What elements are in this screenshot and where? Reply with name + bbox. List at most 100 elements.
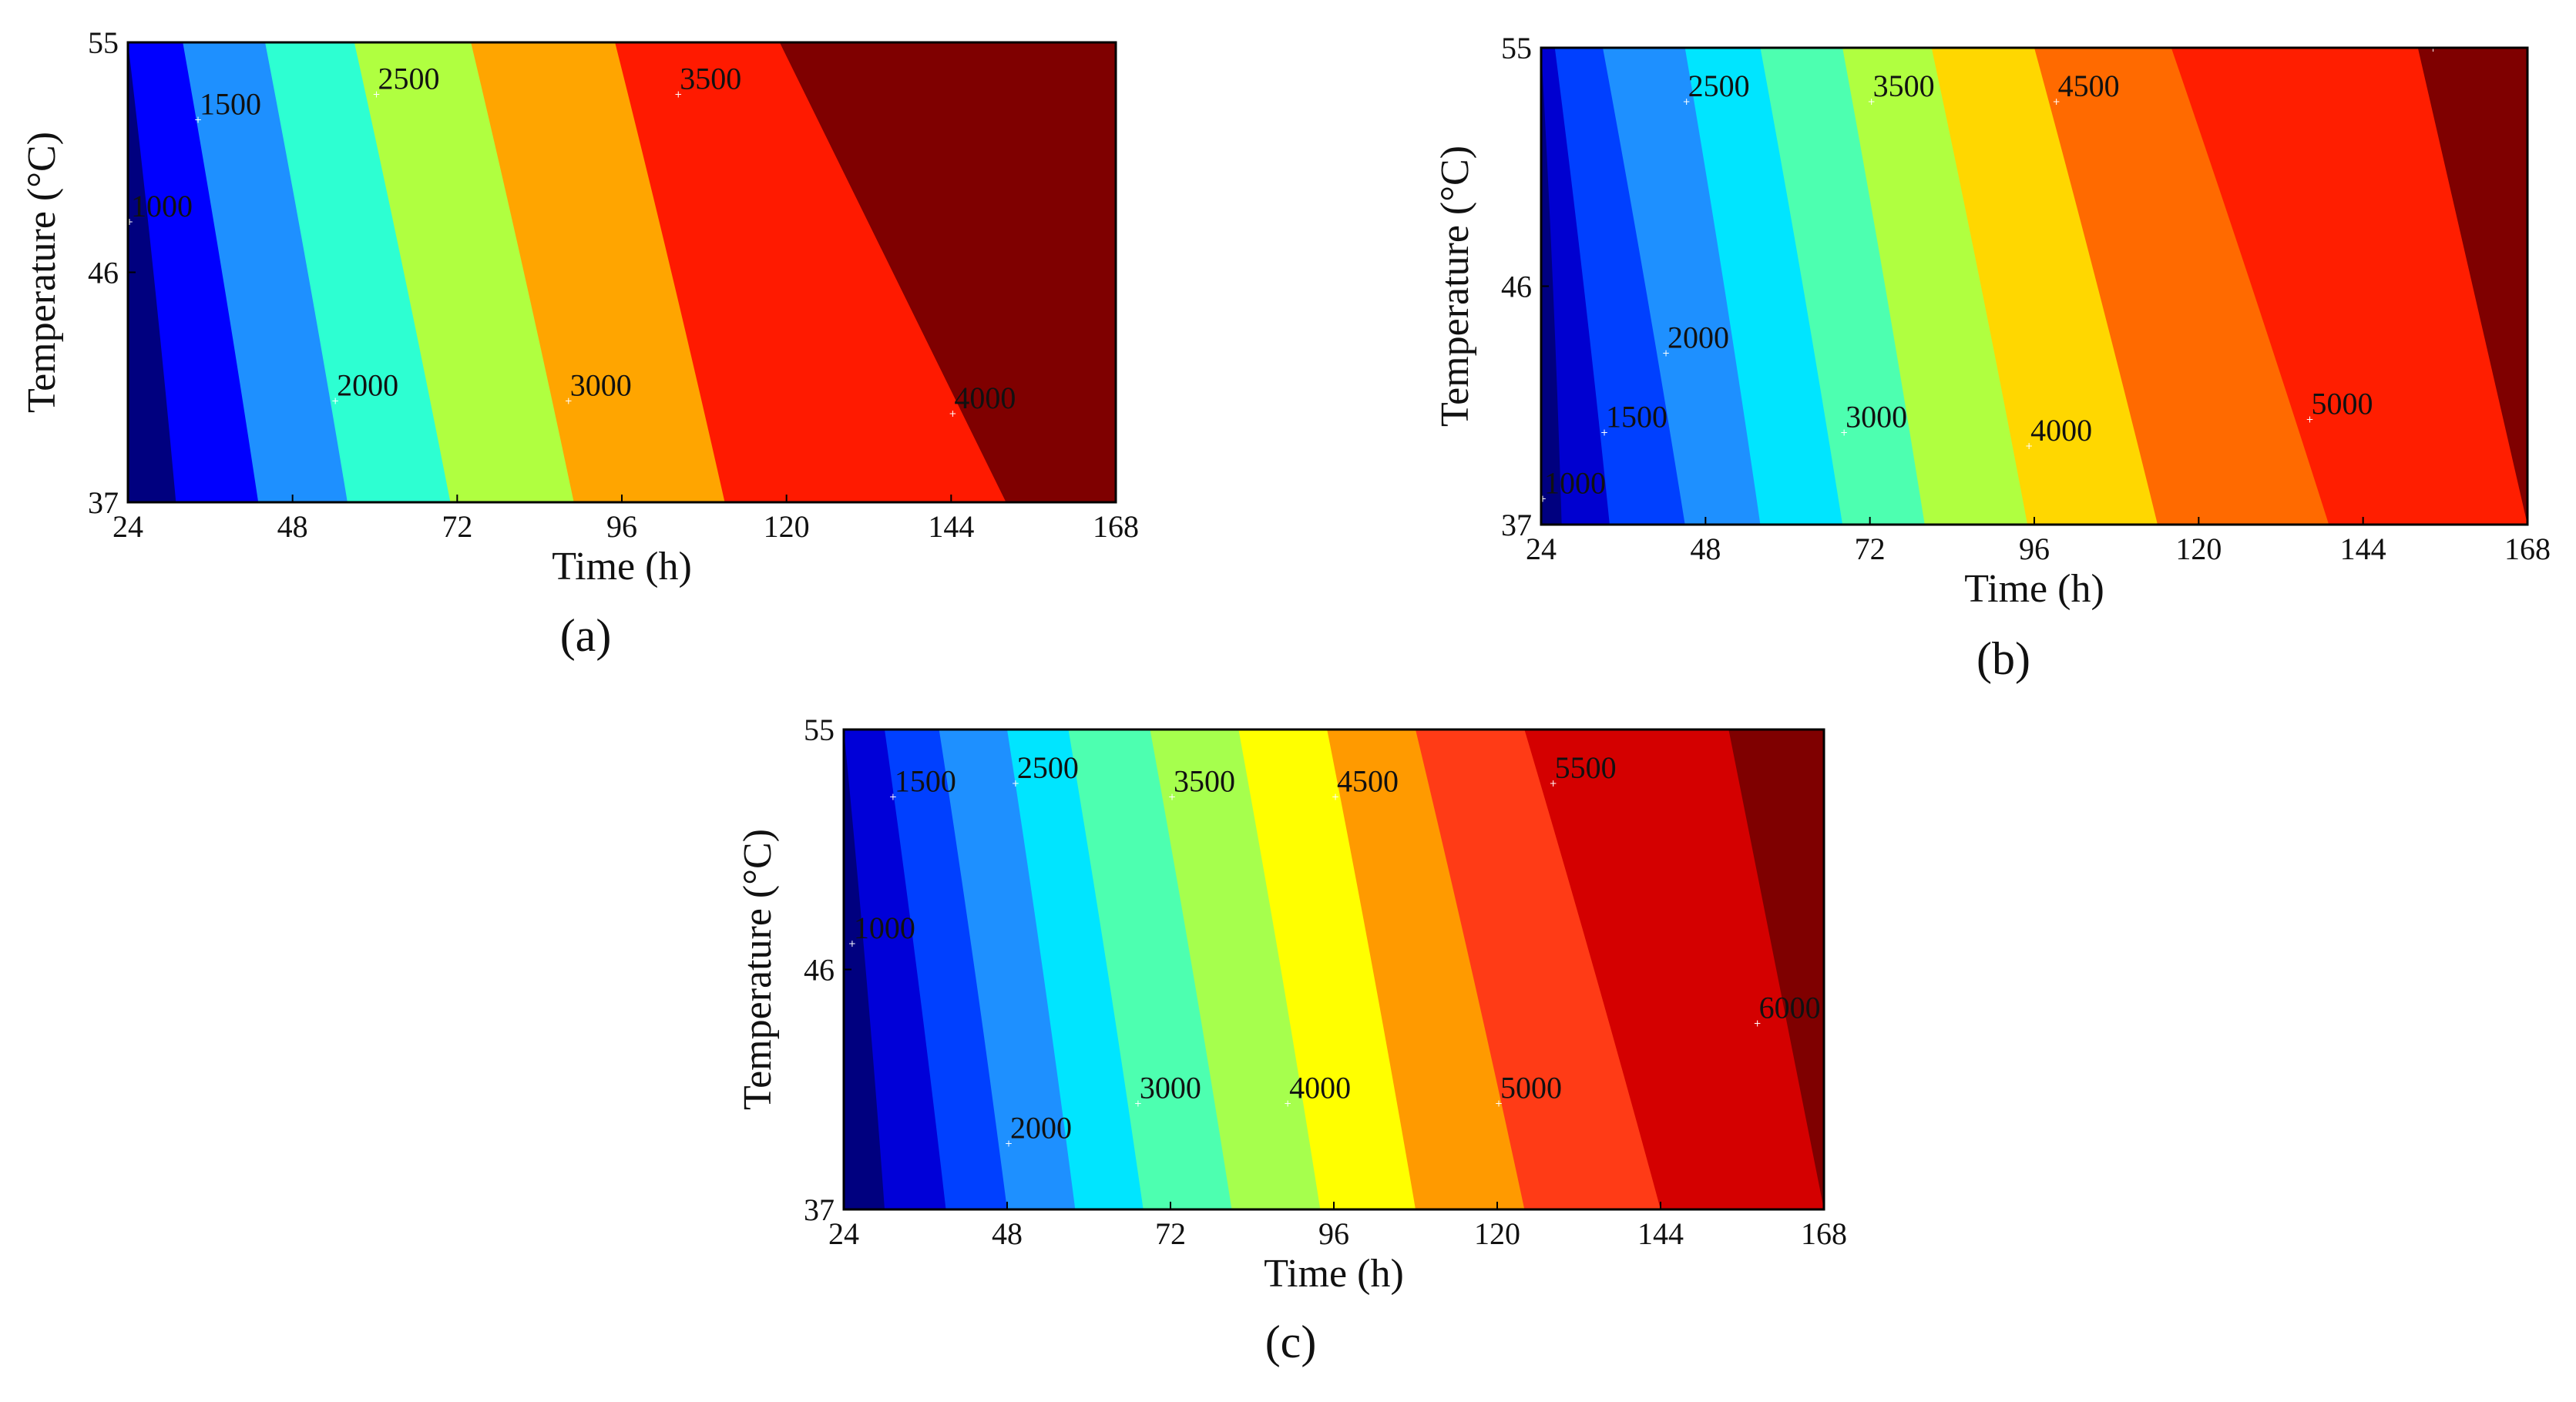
- contour-label-2500: 2500: [1688, 69, 1750, 103]
- contour-label-marker: +: [126, 216, 133, 227]
- contour-label-marker: +: [2306, 414, 2314, 424]
- contour-label-marker: +: [949, 408, 956, 419]
- x-tick-label: 168: [1801, 1216, 1847, 1251]
- x-tick-label: 72: [1855, 532, 1886, 566]
- x-tick-label: 96: [2019, 532, 2050, 566]
- contour-label-marker: +: [1539, 494, 1547, 505]
- y-tick-label: 55: [88, 25, 119, 60]
- x-tick-label: 120: [764, 509, 810, 544]
- contour-label-4000: 4000: [1289, 1071, 1351, 1105]
- contour-label-6000: 6000: [1759, 991, 1821, 1025]
- contour-label-marker: +: [373, 89, 381, 99]
- contour-label-marker: +: [1012, 778, 1019, 789]
- plot-area: +1000+1500+2000+2500+3000+3500+4000+4500…: [844, 730, 1824, 1209]
- contour-label-3500: 3500: [680, 61, 741, 96]
- contour-label-marker: +: [1840, 428, 1848, 438]
- contour-band-1000: [1541, 48, 1562, 525]
- contour-label-3000: 3000: [570, 367, 632, 402]
- contour-label-3000: 3000: [1846, 400, 1907, 434]
- contour-label-2500: 2500: [1017, 750, 1079, 785]
- panel-caption: (c): [1265, 1316, 1317, 1367]
- x-axis-label: Time (h): [1264, 1252, 1404, 1296]
- contour-label-marker: +: [1754, 1018, 1762, 1029]
- contour-label-1500: 1500: [895, 764, 956, 799]
- contour-label-1000: 1000: [131, 189, 193, 223]
- contour-label-3000: 3000: [1140, 1071, 1201, 1105]
- x-tick-label: 168: [1093, 509, 1139, 544]
- x-tick-label: 120: [2175, 532, 2222, 566]
- x-tick-label: 24: [113, 509, 143, 544]
- y-tick-label: 37: [88, 485, 119, 520]
- contour-band-1000: [844, 730, 885, 1209]
- contour-label-4500: 4500: [2058, 69, 2120, 103]
- contour-label-marker: +: [1550, 778, 1557, 789]
- y-tick-label: 37: [804, 1192, 835, 1227]
- y-tick-label: 46: [804, 953, 835, 988]
- y-axis-label: Temperature (°C): [736, 829, 780, 1110]
- x-tick-label: 72: [1155, 1216, 1186, 1251]
- contour-label-2500: 2500: [378, 61, 440, 96]
- plot-area: +1000+1500+2000+2500+3000+3500+4000: [126, 42, 1116, 502]
- contour-label-marker: +: [1332, 792, 1339, 803]
- contour-label-marker: +: [674, 89, 682, 99]
- contour-label-1000: 1000: [1544, 466, 1606, 501]
- contour-label-marker: +: [2430, 43, 2437, 54]
- contour-band-1500: [1541, 48, 1610, 525]
- x-axis-label: Time (h): [1964, 567, 2104, 611]
- x-tick-label: 48: [1690, 532, 1721, 566]
- contour-band-1000: [128, 42, 176, 502]
- contour-label-2000: 2000: [1668, 320, 1729, 354]
- panel-caption: (a): [560, 610, 612, 661]
- contour-label-marker: +: [1495, 1098, 1503, 1109]
- contour-label-1000: 1000: [854, 911, 915, 945]
- x-tick-label: 168: [2504, 532, 2551, 566]
- y-tick-label: 46: [1501, 270, 1532, 304]
- x-tick-label: 144: [2340, 532, 2386, 566]
- x-tick-label: 24: [1526, 532, 1557, 566]
- x-axis-label: Time (h): [552, 545, 692, 589]
- contour-label-marker: +: [848, 938, 856, 949]
- contour-label-marker: +: [565, 395, 573, 406]
- contour-label-1500: 1500: [1606, 400, 1668, 434]
- contour-label-marker: +: [331, 395, 339, 406]
- contour-label-5000: 5000: [1500, 1071, 1562, 1105]
- y-axis-label: Temperature (°C): [1433, 146, 1477, 427]
- contour-label-1500: 1500: [200, 87, 261, 122]
- contour-label-marker: +: [1662, 347, 1670, 358]
- contour-label-marker: +: [1683, 96, 1691, 107]
- contour-label-4000: 4000: [954, 381, 1016, 415]
- x-tick-label: 48: [277, 509, 308, 544]
- contour-label-marker: +: [1005, 1138, 1013, 1149]
- contour-label-marker: +: [194, 115, 202, 126]
- contour-label-marker: +: [1868, 96, 1876, 107]
- contour-label-5000: 5000: [2312, 386, 2373, 421]
- panel-caption: (b): [1977, 633, 2030, 684]
- contour-label-3500: 3500: [1174, 764, 1235, 799]
- contour-label-2000: 2000: [337, 367, 398, 402]
- x-tick-label: 120: [1474, 1216, 1520, 1251]
- contour-label-marker: +: [2025, 441, 2033, 451]
- contour-label-5500: 5500: [2435, 15, 2497, 50]
- x-tick-label: 96: [606, 509, 637, 544]
- plot-area: +1000+1500+2000+2500+3000+3500+4000+4500…: [1539, 15, 2527, 525]
- contour-label-2000: 2000: [1010, 1110, 1072, 1145]
- y-tick-label: 55: [804, 713, 835, 747]
- contour-label-marker: +: [1284, 1098, 1291, 1109]
- y-tick-label: 46: [88, 256, 119, 290]
- contour-label-3500: 3500: [1873, 69, 1935, 103]
- contour-label-marker: +: [889, 792, 897, 803]
- x-tick-label: 96: [1318, 1216, 1349, 1251]
- y-tick-label: 55: [1501, 31, 1532, 65]
- contour-label-marker: +: [1600, 428, 1608, 438]
- contour-label-5500: 5500: [1555, 750, 1617, 785]
- x-tick-label: 144: [1637, 1216, 1684, 1251]
- chart-panel-c: +1000+1500+2000+2500+3000+3500+4000+4500…: [736, 713, 1847, 1367]
- contour-label-marker: +: [2053, 96, 2060, 107]
- chart-panel-b: +1000+1500+2000+2500+3000+3500+4000+4500…: [1433, 15, 2551, 684]
- y-axis-label: Temperature (°C): [20, 132, 64, 413]
- contour-label-marker: +: [1134, 1098, 1142, 1109]
- x-tick-label: 48: [992, 1216, 1023, 1251]
- contour-label-4500: 4500: [1337, 764, 1399, 799]
